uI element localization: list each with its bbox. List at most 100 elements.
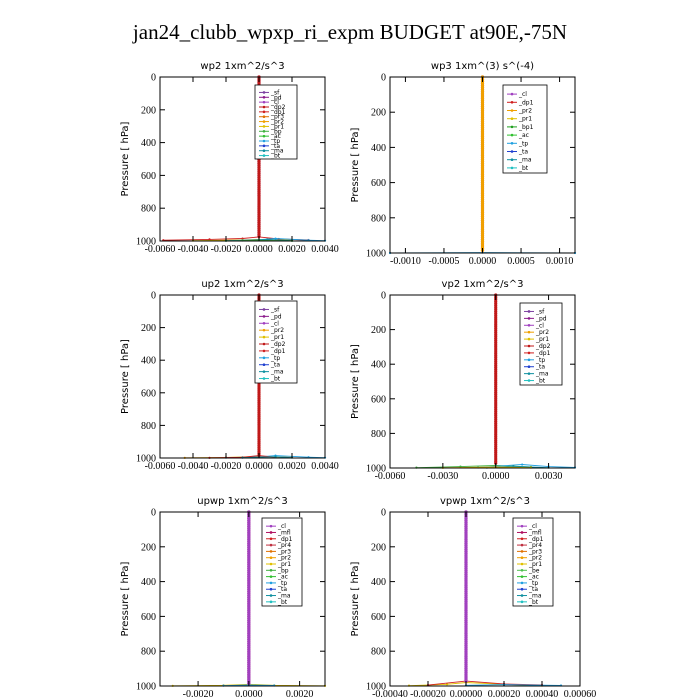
y-tick-label: 200 xyxy=(371,542,386,553)
legend-marker-be xyxy=(520,569,524,572)
legend-entry: _cl xyxy=(277,523,286,530)
legend-marker-sf xyxy=(262,308,266,311)
legend-entry: _pr1 xyxy=(277,561,291,568)
y-tick-label: 1000 xyxy=(136,682,156,693)
y-tick-label: 400 xyxy=(141,577,156,588)
legend-marker-pr1 xyxy=(520,562,524,566)
panel-title: upwp 1xm^2/s^3 xyxy=(197,496,287,507)
legend-entry: _pr3 xyxy=(270,114,284,121)
legend-marker-bp xyxy=(262,129,266,133)
legend-marker-ma xyxy=(520,594,524,597)
x-tick-label: -0.0020 xyxy=(211,244,242,255)
legend-entry: _bt xyxy=(270,376,281,383)
y-tick-label: 0 xyxy=(381,291,386,302)
legend-entry: _bp xyxy=(277,567,289,574)
legend-marker-dp2 xyxy=(262,342,266,346)
legend-entry: _ac xyxy=(528,574,539,581)
legend-marker-bp xyxy=(269,569,273,572)
legend: _cl_dp1 _pr2_pr1_bp1_ac_tp _ta_ma_bt xyxy=(502,84,548,174)
legend-entry: _bt xyxy=(518,165,529,172)
y-tick-label: 0 xyxy=(151,73,156,84)
legend-marker-tp xyxy=(269,581,273,585)
x-tick-label: 0.00060 xyxy=(564,689,597,700)
legend-entry: _bp1 xyxy=(518,124,534,131)
x-tick-label: -0.00040 xyxy=(372,689,408,700)
plot-frame xyxy=(389,294,576,469)
x-tick-label: -0.0010 xyxy=(390,256,421,267)
panel-title: vp2 1xm^2/s^3 xyxy=(442,279,524,290)
y-tick-label: 1000 xyxy=(366,249,386,260)
legend-marker-mfl xyxy=(520,531,524,534)
legend-entry: _pr3 xyxy=(528,548,542,555)
y-axis-label: Pressure [ hPa] xyxy=(350,561,361,636)
y-tick-label: 200 xyxy=(371,325,386,336)
legend-entry: _ac xyxy=(270,133,281,140)
legend-marker-pr1 xyxy=(527,337,531,341)
y-tick-label: 0 xyxy=(151,508,156,519)
wp2-panel: wp2 1xm^2/s^3 Pressure [ hPa] 0 200 400 600 80… xyxy=(120,61,339,255)
legend-marker-dp2 xyxy=(527,344,531,348)
plot-frame xyxy=(159,511,326,687)
legend-entry: _dp2 xyxy=(535,343,551,350)
y-tick-label: 400 xyxy=(371,577,386,588)
x-tick-label: 0.0040 xyxy=(311,244,339,255)
legend-entry: _ta xyxy=(518,149,528,156)
legend-entry: _cl xyxy=(535,322,544,329)
panel-title: wp3 1xm^(3) s^(-4) xyxy=(431,61,534,72)
legend-entry: _ma xyxy=(270,369,284,376)
legend-marker-cl xyxy=(262,100,266,104)
legend-marker-pr2 xyxy=(510,109,514,112)
x-tick-label: -0.00020 xyxy=(410,689,446,700)
x-tick-label: -0.0020 xyxy=(183,689,214,700)
x-tick-label: -0.0020 xyxy=(211,461,242,472)
y-tick-label: 0 xyxy=(381,508,386,519)
plot-frame xyxy=(389,511,581,687)
legend-entry: _ta xyxy=(277,586,287,593)
legend-entry: _mfl xyxy=(277,529,291,536)
legend-entry: _ac xyxy=(518,132,529,139)
y-tick-label: 800 xyxy=(141,204,156,215)
legend-entry: _pr2 xyxy=(277,555,291,562)
legend: _cl_mfl_dp1_pr4_pr3_pr2_pr1_bp_ac_tp_ta_… xyxy=(261,517,303,607)
legend-marker-ma xyxy=(262,149,266,153)
legend-entry: _dp1 xyxy=(528,536,544,543)
legend-marker-ta xyxy=(520,587,524,591)
legend-entry: _ta xyxy=(528,586,538,593)
legend-marker-cl xyxy=(269,524,273,528)
legend-entry: _pr2 xyxy=(270,327,284,334)
legend-marker-dp1 xyxy=(262,110,266,114)
y-tick-label: 600 xyxy=(371,394,386,405)
legend-marker-cl xyxy=(510,92,514,96)
legend-entry: _ma xyxy=(528,593,542,600)
x-tick-label: 0.0000 xyxy=(245,244,273,255)
legend-marker-pr4 xyxy=(269,543,273,547)
x-tick-label: -0.0030 xyxy=(427,471,458,482)
y-tick-label: 800 xyxy=(371,647,386,658)
y-tick-label: 1000 xyxy=(366,464,386,475)
series-marker-ma xyxy=(266,238,269,241)
legend-entry: _dp1 xyxy=(518,99,534,106)
legend-entry: _pr2 xyxy=(528,555,542,562)
x-tick-label: 0.0000 xyxy=(482,471,510,482)
series-marker-dp1 xyxy=(208,238,211,241)
legend-entry: _ac xyxy=(277,574,288,581)
legend-marker-pr3 xyxy=(520,550,524,553)
panel-title: up2 1xm^2/s^3 xyxy=(201,279,283,290)
y-tick-label: 200 xyxy=(141,105,156,116)
legend-marker-dp1 xyxy=(262,349,266,353)
legend-marker-mfl xyxy=(269,531,273,534)
y-tick-label: 800 xyxy=(141,647,156,658)
series-marker-ma xyxy=(512,465,515,468)
legend-marker-tp xyxy=(262,139,266,143)
legend-entry: _dp2 xyxy=(270,341,286,348)
legend-marker-bt xyxy=(520,600,524,604)
legend-marker-bt xyxy=(510,166,514,170)
plot-frame xyxy=(159,76,326,242)
legend: _sf_pd_cl_pr2_pr1_dp2_dp1_tp_ta_ma_bt xyxy=(254,300,298,384)
legend-marker-cl xyxy=(262,321,266,325)
legend-marker-bt xyxy=(269,600,273,604)
y-tick-label: 1000 xyxy=(366,682,386,693)
legend-entry: _tp xyxy=(270,138,280,145)
legend-entry: _ma xyxy=(518,157,532,164)
x-tick-label: 0.0005 xyxy=(507,256,535,267)
